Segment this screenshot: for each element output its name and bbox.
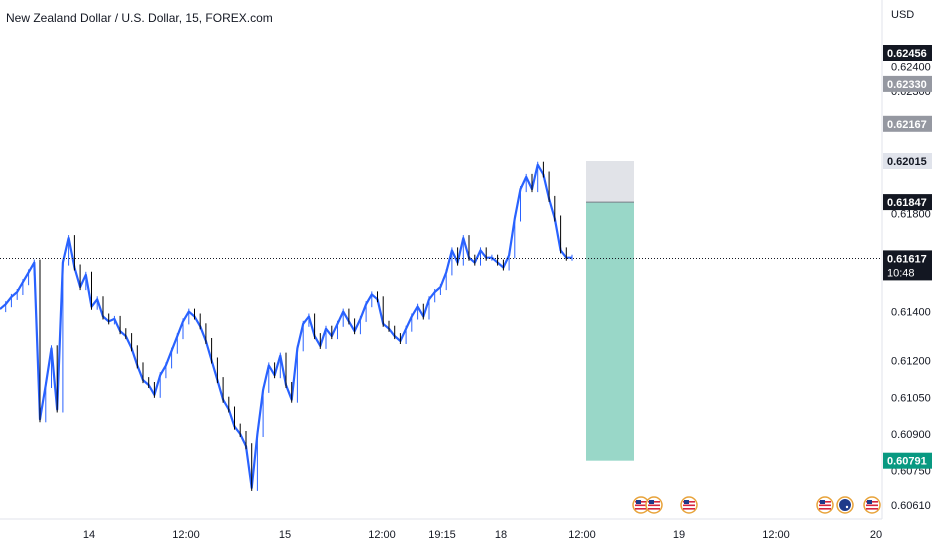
us-flag-stripe <box>648 504 660 507</box>
us-flag-stripe <box>648 508 660 510</box>
us-flag-icon[interactable] <box>863 496 881 514</box>
us-flag-stripe <box>819 508 831 510</box>
us-flag-stripe <box>866 504 878 507</box>
price-badge[interactable] <box>883 452 932 469</box>
position-tool[interactable] <box>586 160 634 461</box>
price-badge-label: 0.62456 <box>887 48 927 60</box>
price-axis-currency: USD <box>891 9 915 21</box>
us-flag-canton <box>867 500 872 504</box>
stop-loss-zone[interactable] <box>586 160 634 203</box>
current-price-badge[interactable] <box>883 250 932 281</box>
price-badge[interactable] <box>883 75 932 92</box>
time-tick-label: 12:00 <box>568 529 596 541</box>
us-flag-icon[interactable] <box>680 496 698 514</box>
time-tick-label: 15 <box>279 529 291 541</box>
us-flag-stripe <box>683 508 695 510</box>
price-tick-label: 0.61800 <box>891 209 931 221</box>
au-flag-icon[interactable] <box>836 496 854 514</box>
us-flag-icon[interactable] <box>816 496 834 514</box>
price-line <box>0 163 572 489</box>
time-tick-label: 19:15 <box>428 529 456 541</box>
time-tick-label: 18 <box>495 529 507 541</box>
time-tick-label: 12:00 <box>368 529 396 541</box>
us-flag-stripe <box>866 508 878 510</box>
us-flag-canton <box>820 500 825 504</box>
au-flag-star <box>845 505 849 509</box>
price-tick-label: 0.61200 <box>891 356 931 368</box>
time-tick-label: 20 <box>870 529 882 541</box>
price-badge-label: 0.61847 <box>887 197 927 209</box>
price-badge-label: 0.62330 <box>887 79 927 91</box>
time-tick-label: 19 <box>673 529 685 541</box>
price-axis[interactable]: 0.624000.623000.618000.614000.612000.610… <box>883 45 932 512</box>
us-flag-stripe <box>819 504 831 507</box>
price-badge-label: 0.60791 <box>887 456 927 468</box>
us-flag-stripe <box>635 508 647 510</box>
current-price-label: 0.61617 <box>887 253 927 265</box>
us-flag-canton <box>684 500 689 504</box>
us-flag-icon[interactable] <box>645 496 663 514</box>
us-flag-stripe <box>683 504 695 507</box>
price-badge[interactable] <box>883 153 932 169</box>
price-tick-label: 0.62400 <box>891 62 931 74</box>
price-badge[interactable] <box>883 194 932 211</box>
take-profit-zone[interactable] <box>586 202 634 461</box>
us-flag-canton <box>649 500 654 504</box>
time-tick-label: 12:00 <box>762 529 790 541</box>
us-flag-stripe <box>635 504 647 507</box>
au-flag-field <box>839 499 851 511</box>
price-tick-label: 0.61400 <box>891 307 931 319</box>
time-tick-label: 14 <box>83 529 95 541</box>
time-axis[interactable]: 14 12:00 15 12:00 19:15 18 12:00 19 12:00 20 <box>83 529 882 541</box>
price-badge[interactable] <box>883 115 932 132</box>
price-series <box>0 161 573 491</box>
economic-events[interactable] <box>632 496 881 514</box>
price-badge[interactable] <box>883 45 932 61</box>
price-tick-label: 0.60900 <box>891 429 931 441</box>
time-tick-label: 12:00 <box>172 529 200 541</box>
price-badge-label: 0.62167 <box>887 119 927 131</box>
price-tick-label: 0.60610 <box>891 500 931 512</box>
chart-title: New Zealand Dollar / U.S. Dollar, 15, FO… <box>6 11 273 25</box>
price-tick-label: 0.61050 <box>891 392 931 404</box>
price-badge-label: 0.62015 <box>887 156 927 168</box>
countdown-label: 10:48 <box>887 267 915 279</box>
us-flag-canton <box>636 500 641 504</box>
